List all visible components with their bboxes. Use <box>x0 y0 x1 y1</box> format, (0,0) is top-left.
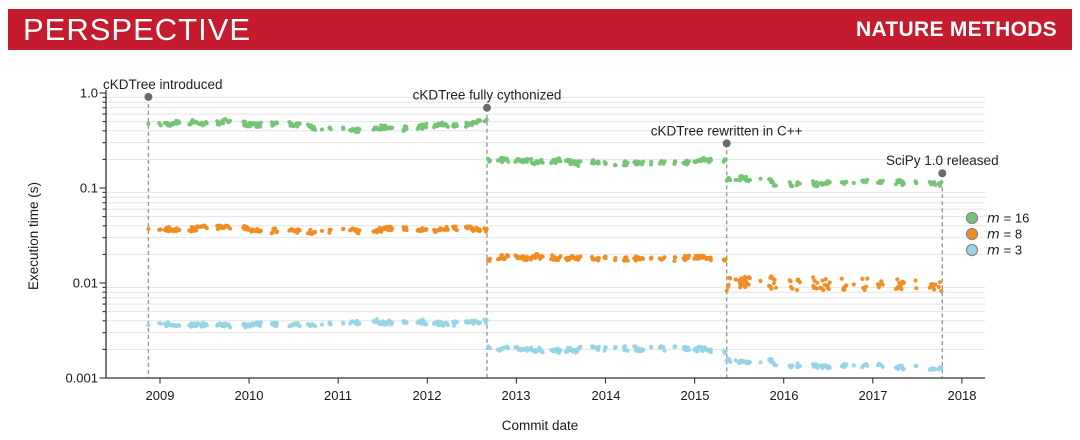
axis-ticks <box>99 92 963 384</box>
x-tick-label: 2011 <box>324 388 352 403</box>
event-markers: cKDTree introduced cKDTree fully cythoniz… <box>103 77 999 178</box>
section-label: PERSPECTIVE <box>23 12 252 47</box>
legend-swatch-m3 <box>965 243 979 257</box>
x-tick-label: 2015 <box>681 388 710 403</box>
legend-label-m8: m = 8 <box>987 227 1022 243</box>
legend-label-m3: m = 3 <box>987 243 1022 259</box>
event-dot <box>938 169 947 178</box>
event-lines <box>147 103 943 378</box>
x-tick-label: 2018 <box>948 388 977 403</box>
header-band: PERSPECTIVE NATURE METHODS <box>8 9 1072 50</box>
event-label: cKDTree introduced <box>103 77 223 92</box>
y-tick-label: 0.1 <box>80 181 98 196</box>
x-tick-label: 2014 <box>592 388 621 403</box>
legend: m = 16 m = 8 m = 3 <box>965 211 1029 259</box>
y-tick-label: 0.001 <box>65 371 98 386</box>
x-tick-labels: 2009 2010 2011 2012 2013 2014 2015 2016 … <box>146 388 977 403</box>
scatter-points <box>146 117 944 372</box>
journal-name: NATURE METHODS <box>856 18 1057 41</box>
x-tick-label: 2016 <box>770 388 799 403</box>
event-label: SciPy 1.0 released <box>886 153 999 168</box>
x-tick-label: 2013 <box>502 388 531 403</box>
series-m-16 <box>146 117 944 189</box>
event-dot <box>722 139 731 148</box>
x-tick-label: 2010 <box>235 388 264 403</box>
event-dot <box>482 103 491 112</box>
gridlines <box>106 96 985 350</box>
y-tick-label: 1.0 <box>80 86 98 101</box>
legend-swatch-m8 <box>965 227 979 241</box>
x-tick-label: 2009 <box>146 388 175 403</box>
x-tick-label: 2017 <box>859 388 888 403</box>
series-m-8 <box>146 223 944 294</box>
y-axis-title: Execution time (s) <box>26 182 41 290</box>
x-axis-title: Commit date <box>502 418 579 433</box>
series-m-3 <box>146 317 944 372</box>
legend-swatch-m16 <box>965 211 979 225</box>
legend-label-m16: m = 16 <box>987 211 1029 227</box>
event-label: cKDTree fully cythonized <box>413 88 562 103</box>
event-label: cKDTree rewritten in C++ <box>651 123 803 138</box>
event-dot <box>144 92 153 101</box>
x-tick-label: 2012 <box>413 388 442 403</box>
y-tick-labels: 1.0 0.1 0.01 0.001 <box>65 86 98 386</box>
y-tick-label: 0.01 <box>73 276 98 291</box>
